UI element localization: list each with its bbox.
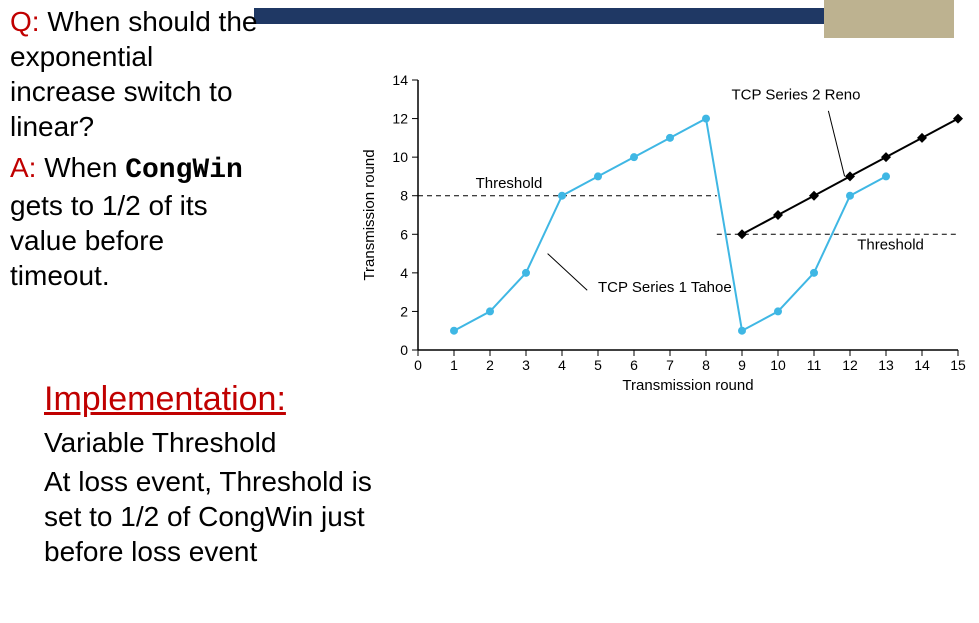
q-line-3: linear?	[10, 111, 94, 142]
x-tick-label: 8	[702, 357, 710, 373]
tahoe-marker	[774, 307, 782, 315]
x-tick-label: 9	[738, 357, 746, 373]
reno-marker	[845, 171, 855, 181]
x-tick-label: 13	[878, 357, 894, 373]
answer-text: A: When CongWin gets to 1/2 of its value…	[10, 150, 340, 293]
chart-svg: 012345678910111213141502468101214Transmi…	[348, 60, 968, 390]
tahoe-marker	[882, 172, 890, 180]
y-axis-label: Transmission round	[361, 149, 378, 280]
x-tick-label: 7	[666, 357, 674, 373]
y-tick-label: 12	[392, 111, 408, 127]
x-tick-label: 2	[486, 357, 494, 373]
x-tick-label: 4	[558, 357, 566, 373]
x-tick-label: 15	[950, 357, 966, 373]
a-line-0: gets to 1/2 of its	[10, 190, 208, 221]
tahoe-marker	[702, 115, 710, 123]
a-prefix: When	[44, 152, 125, 183]
impl-line-1: At loss event, Threshold is	[44, 464, 474, 499]
tahoe-marker	[846, 192, 854, 200]
q-line-0: When should the	[47, 6, 257, 37]
implementation-block: Implementation: Variable Threshold At lo…	[44, 380, 474, 569]
y-tick-label: 0	[400, 342, 408, 358]
x-tick-label: 10	[770, 357, 786, 373]
slide: { "decor": { "navy_bar": { "x": 254, "y"…	[0, 0, 979, 623]
qa-block: Q: When should the exponential increase …	[10, 4, 340, 293]
impl-line-2: set to 1/2 of CongWin just	[44, 499, 474, 534]
tahoe-line	[454, 119, 886, 331]
x-tick-label: 3	[522, 357, 530, 373]
tahoe-marker	[486, 307, 494, 315]
x-tick-label: 6	[630, 357, 638, 373]
y-tick-label: 2	[400, 303, 408, 319]
threshold-label: Threshold	[857, 237, 924, 254]
x-tick-label: 12	[842, 357, 858, 373]
tahoe-series-label: TCP Series 1 Tahoe	[598, 279, 732, 296]
tcp-congestion-chart: 012345678910111213141502468101214Transmi…	[348, 60, 968, 390]
y-tick-label: 8	[400, 188, 408, 204]
x-tick-label: 14	[914, 357, 930, 373]
tahoe-marker	[630, 153, 638, 161]
reno-marker	[737, 229, 747, 239]
impl-line-3: before loss event	[44, 534, 474, 569]
reno-marker	[773, 210, 783, 220]
tahoe-marker	[594, 172, 602, 180]
threshold-label: Threshold	[476, 175, 543, 192]
a-line-1: value before	[10, 225, 164, 256]
y-tick-label: 14	[392, 72, 408, 88]
reno-marker	[881, 152, 891, 162]
x-tick-label: 1	[450, 357, 458, 373]
x-tick-label: 5	[594, 357, 602, 373]
tahoe-marker	[450, 327, 458, 335]
reno-marker	[809, 191, 819, 201]
q-line-2: increase switch to	[10, 76, 233, 107]
q-line-1: exponential	[10, 41, 153, 72]
y-tick-label: 6	[400, 226, 408, 242]
impl-line-0: Variable Threshold	[44, 425, 474, 460]
q-label: Q:	[10, 6, 40, 37]
tahoe-callout-line	[548, 254, 588, 291]
x-tick-label: 11	[807, 357, 822, 373]
question-text: Q: When should the exponential increase …	[10, 4, 340, 144]
accent-bar-tan	[824, 0, 954, 38]
x-tick-label: 0	[414, 357, 422, 373]
reno-series-label: TCP Series 2 Reno	[732, 86, 861, 103]
tahoe-marker	[738, 327, 746, 335]
y-tick-label: 10	[392, 149, 408, 165]
tahoe-marker	[810, 269, 818, 277]
reno-marker	[917, 133, 927, 143]
x-axis-label: Transmission round	[622, 377, 753, 390]
tahoe-marker	[522, 269, 530, 277]
congwin-code: CongWin	[125, 155, 243, 186]
tahoe-marker	[558, 192, 566, 200]
reno-callout-line	[828, 111, 844, 177]
reno-marker	[953, 114, 963, 124]
a-line-2: timeout.	[10, 260, 110, 291]
y-tick-label: 4	[400, 265, 408, 281]
a-label: A:	[10, 152, 36, 183]
tahoe-marker	[666, 134, 674, 142]
